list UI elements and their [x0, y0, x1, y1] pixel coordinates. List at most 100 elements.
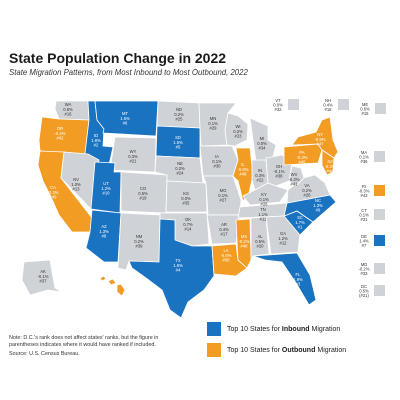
state-label-hi-change: -0.5%: [108, 293, 119, 298]
small-state-label-me-change: 0.6%: [360, 107, 370, 112]
state-label-co-abbr: CO: [140, 186, 147, 191]
state-label-or-change: -0.4%: [55, 131, 66, 136]
state-label-nc-abbr: NC: [315, 198, 321, 203]
state-label-ak-rank: #37: [40, 279, 48, 284]
state-label-ia-change: 0.1%: [212, 159, 222, 164]
state-label-ne-change: 0.2%: [175, 166, 185, 171]
state-label-wy-change: 0.3%: [128, 154, 138, 159]
state-label-az-rank: #8: [102, 234, 107, 239]
state-label-nd-rank: #25: [176, 117, 184, 122]
small-state-label-nh-abbr: NH: [325, 98, 331, 103]
state-label-nd-abbr: ND: [176, 107, 182, 112]
state-label-wv-change: -0.3%: [289, 177, 300, 182]
map-subtitle: State Migration Patterns, from Most Inbo…: [9, 68, 248, 77]
small-state-label-md-change: -0.2%: [359, 267, 370, 272]
state-label-al-change: 0.5%: [255, 239, 265, 244]
state-label-fl-abbr: FL: [296, 272, 302, 277]
small-state-boxes: VT0.0%#32NH0.4%#18ME0.6%#15MA0.1%#36RI-0…: [273, 98, 386, 298]
state-tx: [128, 218, 215, 319]
state-label-ne-abbr: NE: [177, 161, 183, 166]
state-label-nj-rank: #44: [327, 169, 335, 174]
small-state-box-ma: [374, 151, 385, 162]
state-label-ms-change: -0.2%: [239, 239, 250, 244]
state-ky: [242, 182, 289, 206]
state-ar: [206, 214, 241, 245]
state-label-nc-change: 1.3%: [313, 203, 323, 208]
state-label-wy-abbr: WY: [130, 149, 137, 154]
state-label-nv-rank: #13: [73, 187, 81, 192]
small-state-label-nh-rank: #18: [325, 107, 333, 112]
state-label-wa-change: 0.6%: [63, 107, 73, 112]
small-state-label-md-abbr: MD: [361, 262, 368, 267]
legend-inbound-swatch: [207, 322, 221, 336]
state-label-ky-change: 0.1%: [259, 197, 269, 202]
state-label-sc-rank: #1: [298, 225, 303, 230]
state-label-fl-change: 1.9%: [293, 277, 303, 282]
state-label-mi-change: 0.0%: [257, 141, 267, 146]
state-nc: [283, 194, 337, 223]
legend-outbound-bold: Outbound: [281, 346, 316, 354]
state-label-wa-abbr: WA: [65, 102, 72, 107]
small-state-label-ri-rank: #43: [361, 193, 369, 198]
state-label-ca-abbr: CA: [50, 185, 56, 190]
state-label-id-change: 1.8%: [91, 138, 101, 143]
state-label-ny-abbr: NY: [317, 132, 323, 137]
small-state-label-me-abbr: ME: [362, 102, 368, 107]
small-state-label-dc-rank: (#21): [359, 293, 369, 298]
legend-outbound: Top 10 States for Outbound Migration: [207, 343, 346, 357]
legend-outbound-suffix: Migration: [317, 346, 347, 354]
state-label-nv-change: 1.0%: [71, 182, 81, 187]
state-label-wi-change: 0.2%: [233, 129, 243, 134]
state-label-mo-rank: #27: [220, 198, 228, 203]
small-state-box-de: [374, 235, 385, 246]
state-hi: [99, 275, 126, 297]
small-state-box-nh: [338, 99, 349, 110]
state-label-ca-rank: #49: [50, 195, 58, 200]
small-state-box-md: [374, 263, 385, 274]
state-label-tx-rank: #4: [176, 268, 181, 273]
small-state-label-dc-abbr: DC: [361, 284, 367, 289]
state-label-la-abbr: LA: [223, 248, 228, 253]
state-label-ga-change: 1.2%: [278, 236, 288, 241]
state-label-il-rank: #48: [240, 172, 248, 177]
state-label-mi-rank: #34: [259, 146, 267, 151]
state-label-ca-change: -0.3%: [48, 190, 59, 195]
state-ks: [165, 180, 208, 213]
state-label-ms-abbr: MS: [241, 234, 247, 239]
state-label-mn-abbr: MN: [210, 116, 217, 121]
legend-outbound-swatch: [207, 343, 221, 357]
small-state-label-me-rank: #15: [362, 111, 370, 116]
state-label-ok-rank: #14: [185, 227, 193, 232]
state-label-in-rank: #22: [257, 178, 265, 183]
state-label-sd-rank: #5: [176, 145, 181, 150]
state-label-ks-abbr: KS: [183, 191, 189, 196]
state-label-wy-rank: #21: [130, 159, 138, 164]
small-state-box-me: [375, 103, 386, 114]
state-wv: [288, 165, 305, 187]
state-label-va-rank: #26: [304, 193, 312, 198]
state-label-ar-rank: #17: [221, 232, 229, 237]
state-label-ut-abbr: UT: [103, 181, 109, 186]
state-label-ms-rank: #40: [241, 244, 249, 249]
state-label-nm-change: 0.2%: [134, 239, 144, 244]
legend-inbound: Top 10 States for Inbound Migration: [207, 322, 340, 336]
state-label-ut-change: 1.2%: [101, 186, 111, 191]
state-label-oh-abbr: OH: [276, 164, 282, 169]
small-state-label-vt-abbr: VT: [275, 98, 281, 103]
legend-inbound-suffix: Migration: [311, 325, 341, 333]
small-state-label-de-rank: #7: [362, 243, 367, 248]
state-ny: [291, 116, 339, 159]
small-state-label-ma-change: 0.1%: [359, 155, 369, 160]
state-label-sd-abbr: SD: [175, 135, 181, 140]
state-label-ak-change: -0.1%: [38, 274, 49, 279]
state-label-id-abbr: ID: [94, 133, 98, 138]
state-label-pa-rank: #45: [299, 160, 307, 165]
state-label-ar-abbr: AR: [221, 222, 227, 227]
state-label-sd-change: 1.5%: [173, 140, 183, 145]
state-label-ks-rank: #35: [183, 201, 191, 206]
state-labels: WA0.6%#16OR-0.4%#42CA-0.3%#49ID1.8%#2NV1…: [38, 102, 336, 303]
state-label-al-rank: #20: [257, 244, 265, 249]
state-label-ky-rank: #28: [261, 202, 269, 207]
state-label-az-abbr: AZ: [101, 224, 107, 229]
